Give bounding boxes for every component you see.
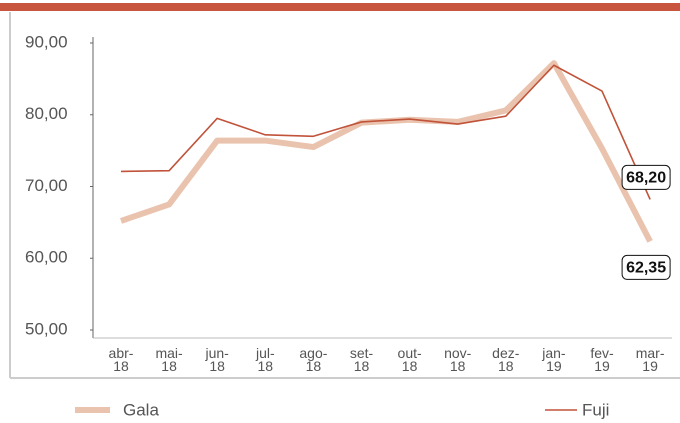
top-bar — [0, 3, 680, 11]
y-tick-label: 90,00 — [25, 32, 68, 51]
legend-label: Fuji — [582, 400, 609, 419]
x-tick-label: ago-18 — [299, 345, 328, 374]
x-tick-label: nov-18 — [444, 345, 472, 374]
data-label: 62,35 — [626, 260, 666, 277]
data-label-box — [621, 164, 671, 190]
series-line — [120, 64, 651, 200]
x-tick-label: jul-18 — [255, 345, 275, 374]
y-tick-label: 50,00 — [25, 319, 68, 338]
x-tick-label: out-18 — [397, 345, 422, 374]
x-tick-label: set-18 — [349, 345, 374, 374]
y-tick-label: 60,00 — [25, 248, 68, 267]
y-tick-label: 80,00 — [25, 104, 68, 123]
data-label-box — [621, 254, 671, 280]
series-line — [120, 60, 653, 243]
x-tick-label: abr-18 — [108, 345, 134, 374]
data-label: 68,20 — [626, 170, 666, 187]
x-tick-label: fev-19 — [590, 345, 614, 374]
x-tick-label: mai-18 — [155, 345, 183, 374]
x-tick-label: jun-18 — [205, 345, 229, 374]
legend-label: Gala — [123, 400, 159, 419]
x-tick-label: jan-19 — [542, 345, 566, 374]
x-tick-label: mar-19 — [635, 345, 665, 374]
y-tick-label: 70,00 — [25, 176, 68, 195]
x-tick-label: dez-18 — [492, 345, 520, 374]
